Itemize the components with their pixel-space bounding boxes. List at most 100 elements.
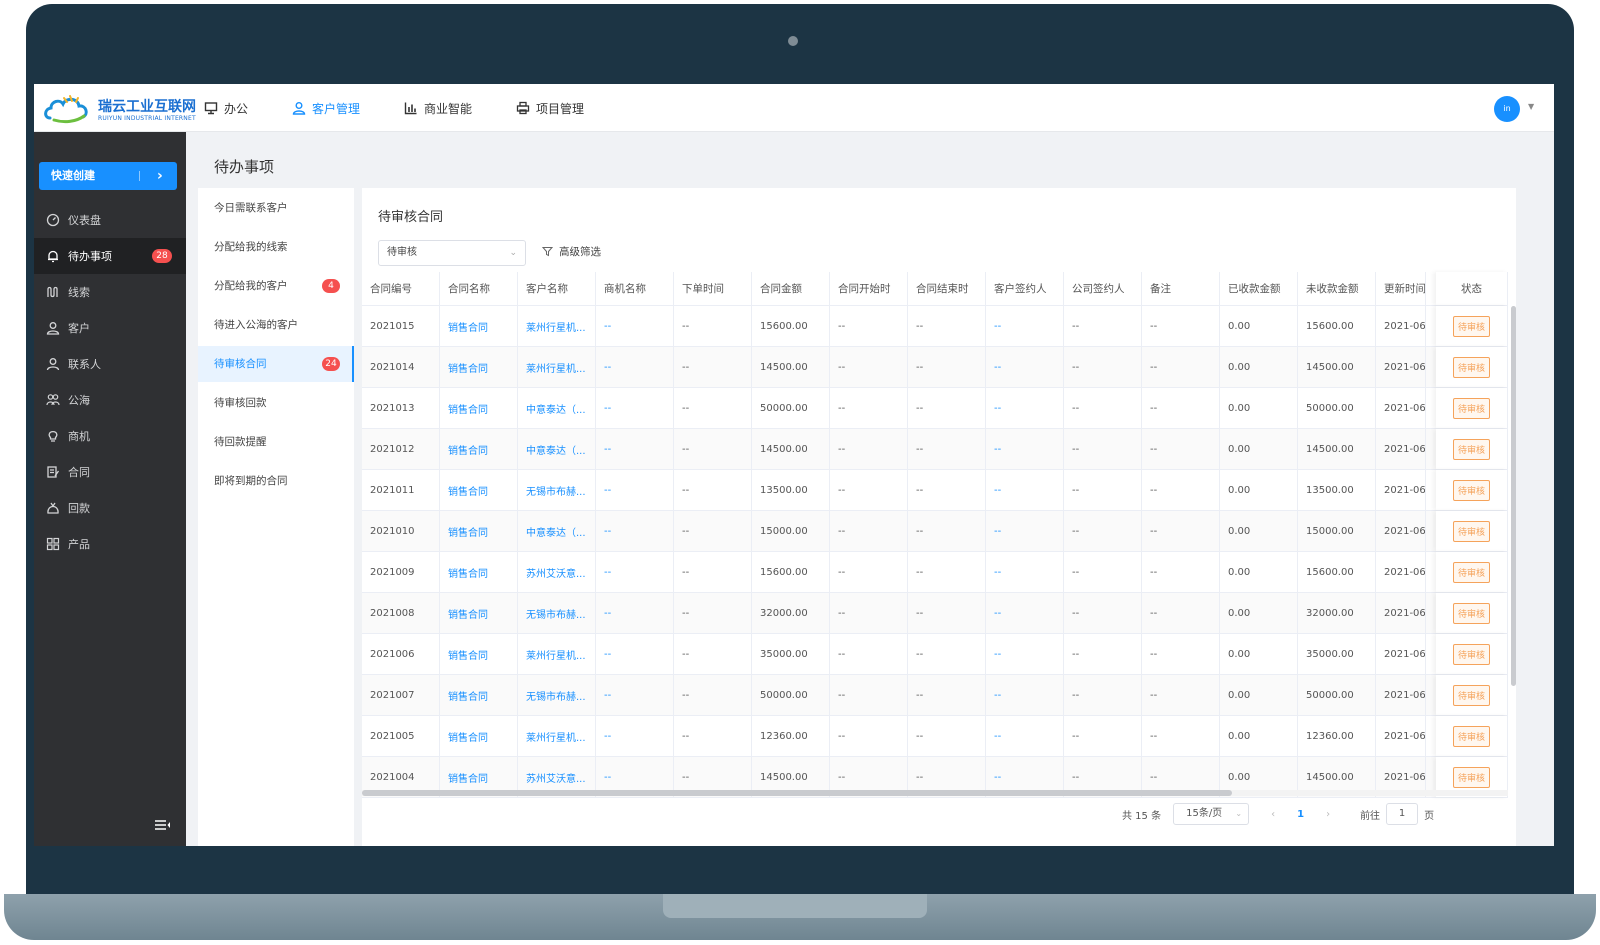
subnav-item-assigned-leads[interactable]: 分配给我的线索 [198, 229, 354, 265]
table-row[interactable]: 2021007 销售合同 无锡市布赫... -- -- 50000.00 -- -- -- -- -… [362, 675, 1508, 716]
table-cell[interactable]: 莱州行星机... [518, 306, 596, 346]
table-cell[interactable]: -- [986, 511, 1064, 551]
prev-page-button[interactable]: ‹ [1271, 808, 1276, 820]
table-cell[interactable]: -- [986, 634, 1064, 674]
table-cell[interactable]: 销售合同 [440, 593, 518, 633]
table-cell[interactable]: 销售合同 [440, 470, 518, 510]
status-badge[interactable]: 待审核 [1452, 561, 1490, 583]
advanced-filter-button[interactable]: 高级筛选 [542, 244, 601, 259]
sidebar-item-leads[interactable]: 线索 [34, 274, 186, 310]
status-badge[interactable]: 待审核 [1452, 315, 1490, 337]
sidebar-item-contacts[interactable]: 联系人 [34, 346, 186, 382]
column-header[interactable]: 未收款金额 [1298, 272, 1376, 305]
current-page[interactable]: 1 [1297, 808, 1305, 820]
table-cell[interactable]: 销售合同 [440, 388, 518, 428]
table-cell[interactable]: 无锡市布赫... [518, 470, 596, 510]
table-cell[interactable]: -- [596, 511, 674, 551]
nav-customer-management[interactable]: 客户管理 [292, 100, 360, 117]
status-badge[interactable]: 待审核 [1452, 520, 1490, 542]
table-row[interactable]: 2021010 销售合同 中意泰达（... -- -- 15000.00 -- -- -- -- -… [362, 511, 1508, 552]
table-row[interactable]: 2021012 销售合同 中意泰达（... -- -- 14500.00 -- -- -- -- -… [362, 429, 1508, 470]
table-cell[interactable]: 销售合同 [440, 511, 518, 551]
table-cell[interactable]: -- [986, 347, 1064, 387]
table-cell[interactable]: -- [986, 675, 1064, 715]
status-badge[interactable]: 待审核 [1452, 479, 1490, 501]
table-cell[interactable]: 销售合同 [440, 716, 518, 756]
table-row[interactable]: 2021015 销售合同 莱州行星机... -- -- 15600.00 -- -- -- -- -… [362, 306, 1508, 347]
table-cell[interactable]: 莱州行星机... [518, 634, 596, 674]
subnav-item-pending-contracts[interactable]: 待审核合同 24 [198, 346, 354, 382]
table-cell[interactable]: 中意泰达（... [518, 388, 596, 428]
status-filter-select[interactable]: 待审核 ⌄ [378, 240, 526, 266]
subnav-item-pending-payments[interactable]: 待审核回款 [198, 385, 354, 421]
column-header[interactable]: 合同编号 [362, 272, 440, 305]
sidebar-item-payments[interactable]: 回款 [34, 490, 186, 526]
table-cell[interactable]: -- [596, 429, 674, 469]
subnav-item-to-public-pool[interactable]: 待进入公海的客户 [198, 307, 354, 343]
table-cell[interactable]: 销售合同 [440, 306, 518, 346]
table-row[interactable]: 2021008 销售合同 无锡市布赫... -- -- 32000.00 -- -- -- -- -… [362, 593, 1508, 634]
table-cell[interactable]: -- [596, 634, 674, 674]
table-cell[interactable]: -- [596, 306, 674, 346]
table-row[interactable]: 2021014 销售合同 莱州行星机... -- -- 14500.00 -- -- -- -- -… [362, 347, 1508, 388]
table-row[interactable]: 2021005 销售合同 莱州行星机... -- -- 12360.00 -- -- -- -- -… [362, 716, 1508, 757]
status-badge[interactable]: 待审核 [1452, 602, 1490, 624]
table-cell[interactable]: -- [596, 593, 674, 633]
sidebar-item-customers[interactable]: 客户 [34, 310, 186, 346]
table-cell[interactable]: 莱州行星机... [518, 347, 596, 387]
status-badge[interactable]: 待审核 [1452, 438, 1490, 460]
table-cell[interactable]: -- [986, 306, 1064, 346]
column-header[interactable]: 状态 [1436, 272, 1508, 305]
table-row[interactable]: 2021006 销售合同 莱州行星机... -- -- 35000.00 -- -- -- -- -… [362, 634, 1508, 675]
subnav-item-payment-reminders[interactable]: 待回款提醒 [198, 424, 354, 460]
subnav-item-assigned-customers[interactable]: 分配给我的客户 4 [198, 268, 354, 304]
table-cell[interactable]: -- [596, 716, 674, 756]
table-cell[interactable]: 中意泰达（... [518, 511, 596, 551]
sidebar-item-todo[interactable]: 待办事项 28 [34, 238, 186, 274]
subnav-item-contact-today[interactable]: 今日需联系客户 [198, 190, 354, 226]
table-row[interactable]: 2021011 销售合同 无锡市布赫... -- -- 13500.00 -- -- -- -- -… [362, 470, 1508, 511]
status-badge[interactable]: 待审核 [1452, 356, 1490, 378]
table-cell[interactable]: -- [596, 388, 674, 428]
table-cell[interactable]: -- [596, 347, 674, 387]
column-header[interactable]: 下单时间 [674, 272, 752, 305]
table-cell[interactable]: 莱州行星机... [518, 716, 596, 756]
column-header[interactable]: 公司签约人 [1064, 272, 1142, 305]
table-cell[interactable]: -- [986, 552, 1064, 592]
status-badge[interactable]: 待审核 [1452, 397, 1490, 419]
nav-project-management[interactable]: 项目管理 [516, 100, 584, 117]
scrollbar-thumb[interactable] [362, 790, 1232, 796]
column-header[interactable]: 合同名称 [440, 272, 518, 305]
status-badge[interactable]: 待审核 [1452, 643, 1490, 665]
quick-create-button[interactable]: 快速创建 › [39, 162, 177, 190]
nav-business-intelligence[interactable]: 商业智能 [404, 100, 472, 117]
table-cell[interactable]: 销售合同 [440, 347, 518, 387]
column-header[interactable]: 合同结束时 [908, 272, 986, 305]
status-badge[interactable]: 待审核 [1452, 725, 1490, 747]
collapse-sidebar-icon[interactable] [154, 818, 172, 832]
column-header[interactable]: 已收款金额 [1220, 272, 1298, 305]
vertical-scrollbar[interactable] [1511, 306, 1516, 686]
table-cell[interactable]: -- [986, 716, 1064, 756]
table-row[interactable]: 2021009 销售合同 苏州艾沃意... -- -- 15600.00 -- -- -- -- -… [362, 552, 1508, 593]
table-cell[interactable]: -- [986, 429, 1064, 469]
table-cell[interactable]: 无锡市布赫... [518, 593, 596, 633]
table-row[interactable]: 2021013 销售合同 中意泰达（... -- -- 50000.00 -- -- -- -- -… [362, 388, 1508, 429]
table-cell[interactable]: -- [596, 675, 674, 715]
brand-logo[interactable]: 瑞云工业互联网 RUIYUN INDUSTRIAL INTERNET [42, 92, 196, 126]
horizontal-scrollbar[interactable] [362, 790, 1508, 796]
sidebar-item-contracts[interactable]: 合同 [34, 454, 186, 490]
table-cell[interactable]: -- [596, 552, 674, 592]
column-header[interactable]: 备注 [1142, 272, 1220, 305]
column-header[interactable]: 商机名称 [596, 272, 674, 305]
table-cell[interactable]: 苏州艾沃意... [518, 552, 596, 592]
sidebar-item-public-pool[interactable]: 公海 [34, 382, 186, 418]
next-page-button[interactable]: › [1326, 808, 1331, 820]
sidebar-item-products[interactable]: 产品 [34, 526, 186, 562]
status-badge[interactable]: 待审核 [1452, 766, 1490, 788]
table-cell[interactable]: -- [986, 388, 1064, 428]
table-cell[interactable]: 销售合同 [440, 634, 518, 674]
column-header[interactable]: 合同开始时 [830, 272, 908, 305]
chevron-down-icon[interactable]: ▼ [1528, 102, 1535, 111]
table-cell[interactable]: 销售合同 [440, 429, 518, 469]
